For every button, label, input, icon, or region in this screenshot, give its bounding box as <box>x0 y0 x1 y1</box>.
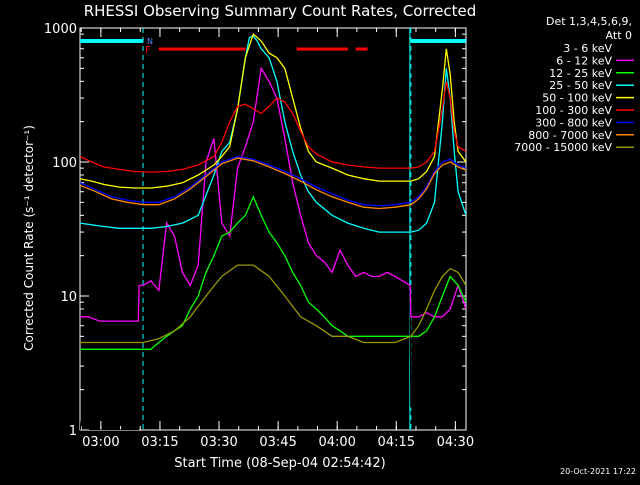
y-tick-label: 1 <box>69 424 77 439</box>
x-axis-label: Start Time (08-Sep-04 02:54:42) <box>174 456 385 471</box>
x-tick-label: 03:45 <box>259 435 296 450</box>
plot-area: 1 10 100 1000 03:00 03:15 03:30 03:45 04:00 04:15… <box>44 22 474 450</box>
series-line-6 <box>80 155 466 207</box>
y-tick-label: 1000 <box>44 22 77 37</box>
series-line-8 <box>80 264 466 344</box>
timestamp-label: 20-Oct-2021 17:22 <box>560 467 636 476</box>
x-tick-label: 03:00 <box>82 435 119 450</box>
series-line-7 <box>80 157 466 210</box>
legend-label: 300 - 800 keV <box>535 116 612 129</box>
legend-label: 7000 - 15000 keV <box>514 141 612 154</box>
x-tick-label: 03:15 <box>141 435 178 450</box>
series-line-5 <box>80 81 466 173</box>
x-tick-label: 03:30 <box>200 435 237 450</box>
legend-label: 6 - 12 keV <box>556 54 612 67</box>
legend-label: 800 - 7000 keV <box>528 129 612 142</box>
x-tick-label: 04:30 <box>437 435 474 450</box>
series-line-0 <box>80 103 461 430</box>
x-tick-label: 04:15 <box>378 435 415 450</box>
legend-label: 100 - 300 keV <box>535 104 612 117</box>
series-line-4 <box>80 32 466 189</box>
series-line-2 <box>80 195 466 350</box>
y-tick-label: 10 <box>60 290 77 305</box>
x-tick-label: 04:00 <box>318 435 355 450</box>
y-tick-label: 100 <box>52 156 77 171</box>
y-axis-label: Corrected Count Rate (s⁻¹ detector⁻¹) <box>22 125 36 351</box>
legend-label: 50 - 100 keV <box>542 92 612 105</box>
legend-header-1: Det 1,3,4,5,6,9, <box>546 15 632 28</box>
n-flag: N <box>147 37 153 46</box>
plot-frame <box>79 27 467 431</box>
series-line-1 <box>80 66 466 322</box>
f-flag: F <box>145 45 151 56</box>
legend-header-2: Att 0 <box>606 29 632 42</box>
legend-label: 12 - 25 keV <box>549 67 612 80</box>
legend-label: 3 - 6 keV <box>563 42 612 55</box>
series-line-3 <box>80 35 466 233</box>
chart-title: RHESSI Observing Summary Count Rates, Co… <box>84 2 477 20</box>
legend-label: 25 - 50 keV <box>549 79 612 92</box>
